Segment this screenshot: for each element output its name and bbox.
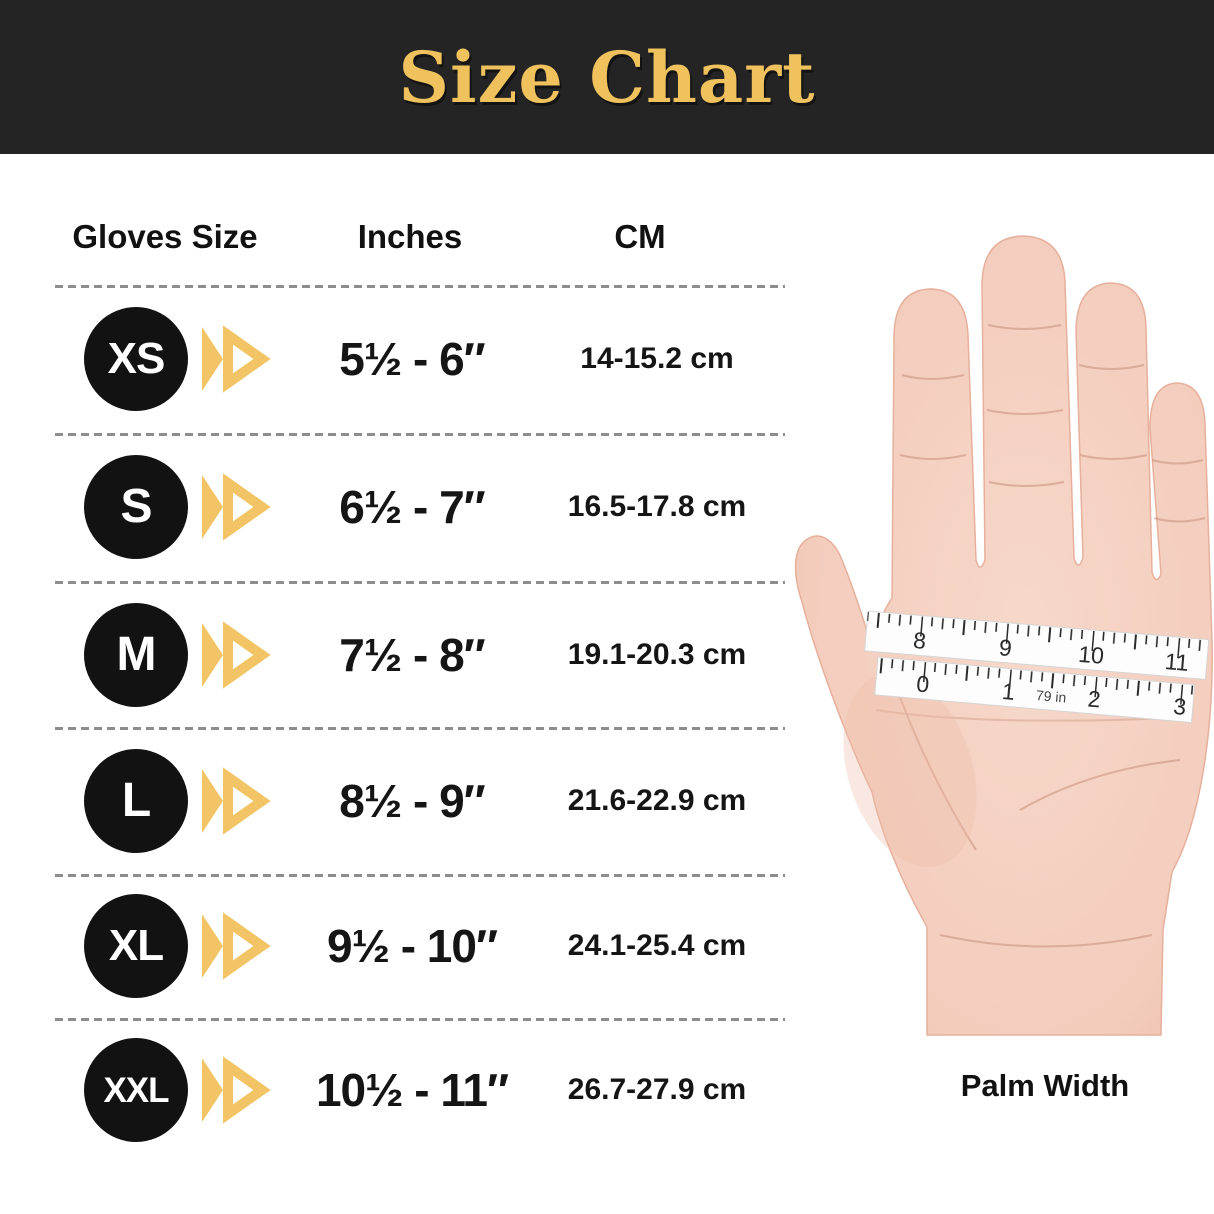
double-arrow-icon	[202, 621, 271, 689]
cm-value: 24.1-25.4 cm	[567, 929, 747, 962]
size-badge-label: L	[121, 774, 151, 827]
double-arrow-icon	[202, 912, 271, 980]
row-divider	[55, 581, 785, 584]
table-header: Gloves Size Inches CM	[55, 218, 785, 268]
size-badge: S	[84, 455, 188, 559]
tape-mark: 1	[1001, 678, 1016, 705]
tape-mark: 3	[1172, 693, 1187, 720]
row-divider	[55, 285, 785, 288]
page-title: Size Chart	[398, 35, 816, 119]
column-header-gloves-size: Gloves Size	[72, 218, 258, 255]
inches-value: 7½ - 8″	[339, 629, 485, 681]
table-row: L 8½ - 9″ 21.6-22.9 cm	[55, 727, 785, 875]
inches-value: 9½ - 10″	[326, 920, 498, 972]
size-badge: M	[84, 603, 188, 707]
row-divider	[55, 727, 785, 730]
table-row: XS 5½ - 6″ 14-15.2 cm	[55, 285, 785, 433]
inches-value: 6½ - 7″	[339, 481, 485, 533]
measuring-tape: 8 9 10 11 0 1 79 in 2 3	[864, 610, 1210, 724]
double-arrow-icon	[202, 473, 271, 541]
tape-mark: 0	[915, 671, 930, 698]
column-header-cm: CM	[614, 218, 666, 255]
row-divider	[55, 1018, 785, 1021]
inches-value: 8½ - 9″	[339, 775, 485, 827]
table-row: XL 9½ - 10″ 24.1-25.4 cm	[55, 872, 785, 1020]
double-arrow-icon	[202, 1056, 271, 1124]
cm-value: 14-15.2 cm	[580, 342, 734, 375]
tape-mark: 8	[912, 627, 927, 654]
tape-mark: 9	[998, 634, 1013, 661]
size-badge: XS	[84, 307, 188, 411]
size-badge-label: XS	[107, 334, 166, 383]
double-arrow-icon	[202, 767, 271, 835]
size-badge-label: XL	[108, 921, 164, 970]
cm-value: 16.5-17.8 cm	[567, 490, 747, 523]
tape-brand-label: 79 in	[1035, 687, 1067, 706]
size-badge-label: S	[120, 480, 152, 533]
inches-value: 5½ - 6″	[339, 333, 485, 385]
palm-width-caption: Palm Width	[960, 1068, 1130, 1103]
table-row: M 7½ - 8″ 19.1-20.3 cm	[55, 581, 785, 729]
palm-measure-photo: 8 9 10 11 0 1 79 in 2 3	[794, 235, 1213, 1036]
table-row: S 6½ - 7″ 16.5-17.8 cm	[55, 433, 785, 581]
table-row: XXL 10½ - 11″ 26.7-27.9 cm	[55, 1016, 785, 1164]
tape-mark: 2	[1087, 685, 1102, 712]
row-divider	[55, 874, 785, 877]
cm-value: 19.1-20.3 cm	[567, 638, 747, 671]
tape-mark: 10	[1077, 641, 1105, 669]
column-header-inches: Inches	[357, 218, 463, 255]
size-badge: XXL	[84, 1038, 188, 1142]
size-badge: XL	[84, 894, 188, 998]
header-banner: Size Chart	[0, 0, 1214, 154]
row-divider	[55, 433, 785, 436]
tape-mark: 11	[1164, 648, 1190, 676]
size-badge: L	[84, 749, 188, 853]
size-badge-label: M	[116, 628, 157, 681]
size-badge-label: XXL	[103, 1070, 169, 1110]
cm-value: 26.7-27.9 cm	[567, 1073, 747, 1106]
cm-value: 21.6-22.9 cm	[567, 784, 747, 817]
double-arrow-icon	[202, 325, 271, 393]
inches-value: 10½ - 11″	[315, 1064, 509, 1116]
